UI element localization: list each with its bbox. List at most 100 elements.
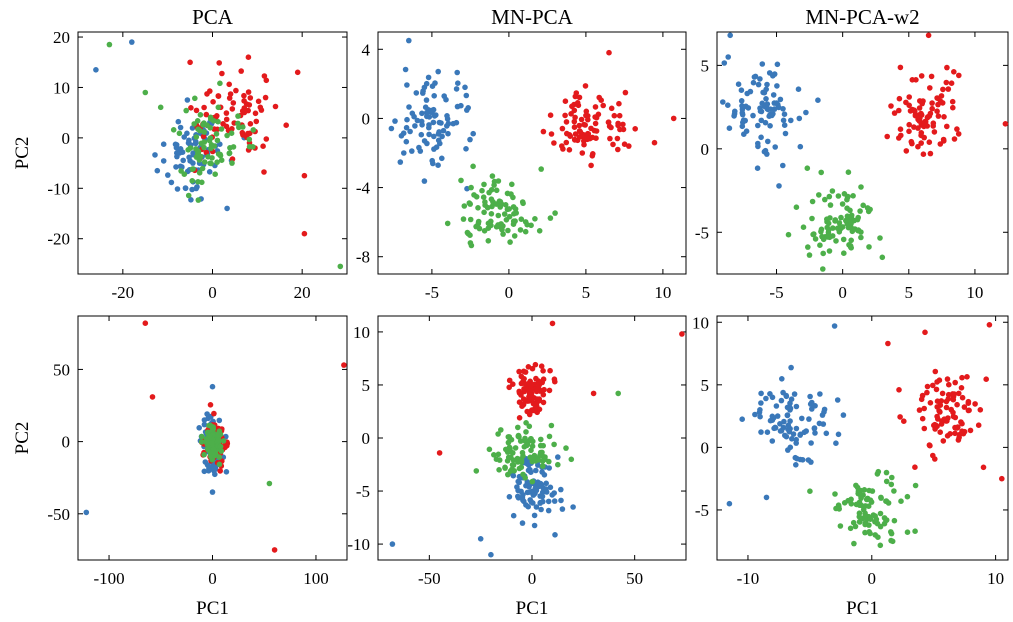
scatter-point-blue — [755, 81, 762, 88]
scatter-point-blue — [168, 179, 175, 186]
scatter-point-green — [206, 137, 213, 144]
scatter-point-blue — [807, 393, 813, 400]
scatter-point-blue — [524, 489, 531, 496]
scatter-point-red — [571, 124, 578, 130]
y-tick-label: -5 — [695, 223, 709, 242]
scatter-point-blue — [190, 160, 196, 166]
scatter-point-blue — [431, 133, 437, 140]
scatter-point-red — [946, 381, 952, 388]
scatter-point-red — [999, 475, 1005, 482]
scatter-point-blue — [160, 141, 167, 147]
scatter-point-blue — [793, 425, 800, 432]
x-tick-label: 5 — [905, 283, 914, 302]
scatter-point-green — [228, 130, 235, 136]
scatter-point-green — [224, 132, 230, 139]
scatter-point-green — [491, 182, 497, 188]
scatter-point-blue — [186, 137, 192, 144]
scatter-point-blue — [769, 438, 776, 444]
scatter-point-green — [877, 510, 884, 517]
scatter-point-blue — [788, 396, 795, 403]
scatter-point-blue — [764, 429, 771, 436]
scatter-point-blue — [752, 411, 758, 418]
scatter-point-red — [541, 386, 547, 393]
scatter-point-green — [208, 142, 215, 148]
scatter-point-red — [576, 128, 583, 134]
scatter-point-green — [523, 420, 529, 426]
scatter-point-red — [253, 118, 260, 125]
scatter-point-green — [201, 139, 208, 145]
scatter-point-blue — [785, 422, 792, 429]
scatter-point-red — [215, 93, 222, 99]
scatter-point-blue — [555, 454, 561, 460]
scatter-point-red — [959, 374, 965, 381]
scatter-point-blue — [209, 383, 216, 390]
scatter-point-green — [229, 160, 235, 166]
scatter-point-green — [806, 252, 813, 258]
scatter-point-green — [215, 432, 221, 439]
scatter-point-blue — [189, 186, 195, 193]
scatter-point-blue — [463, 146, 469, 152]
scatter-point-green — [548, 422, 555, 429]
scatter-point-blue — [160, 158, 167, 164]
scatter-point-red — [937, 402, 944, 409]
scatter-point-red — [943, 398, 950, 405]
scatter-point-green — [215, 437, 222, 443]
scatter-point-red — [936, 408, 942, 414]
scatter-point-blue — [780, 106, 786, 112]
scatter-point-green — [546, 433, 553, 440]
scatter-point-green — [912, 528, 918, 534]
scatter-point-green — [522, 435, 528, 442]
scatter-point-blue — [418, 131, 425, 138]
scatter-point-blue — [175, 118, 182, 125]
scatter-point-red — [959, 420, 965, 427]
scatter-point-blue — [788, 117, 794, 124]
x-tick-label: 0 — [528, 569, 537, 588]
scatter-point-blue — [816, 420, 823, 427]
scatter-point-green — [858, 234, 864, 241]
scatter-point-red — [921, 405, 927, 412]
scatter-point-green — [458, 177, 464, 184]
scatter-point-blue — [403, 138, 410, 145]
scatter-point-green — [473, 194, 480, 200]
scatter-point-blue — [808, 440, 814, 446]
panel-4: -100 0 100 50 0 -50 PC1 PC2 — [12, 315, 348, 619]
scatter-point-red — [933, 386, 940, 393]
scatter-point-green — [499, 226, 505, 233]
scatter-point-blue — [823, 430, 830, 437]
scatter-point-blue — [784, 404, 791, 411]
scatter-point-green — [883, 498, 890, 504]
scatter-point-green — [904, 529, 911, 535]
scatter-point-green — [507, 239, 513, 245]
scatter-point-blue — [188, 197, 194, 203]
scatter-point-blue — [559, 506, 566, 512]
scatter-point-blue — [429, 83, 436, 89]
scatter-point-red — [906, 121, 912, 128]
scatter-point-red — [149, 394, 156, 400]
scatter-point-blue — [540, 498, 546, 505]
scatter-point-green — [266, 480, 273, 487]
scatter-point-blue — [772, 424, 778, 431]
scatter-point-green — [493, 187, 500, 194]
scatter-point-blue — [801, 429, 808, 436]
scatter-point-red — [935, 95, 941, 102]
scatter-point-green — [826, 234, 833, 241]
scatter-point-green — [210, 426, 217, 432]
scatter-point-green — [200, 122, 206, 128]
scatter-point-red — [606, 49, 612, 56]
scatter-point-green — [840, 236, 847, 243]
scatter-point-red — [620, 121, 626, 128]
scatter-point-blue — [789, 436, 795, 442]
scatter-point-red — [948, 80, 955, 86]
scatter-point-green — [524, 442, 530, 449]
scatter-point-blue — [762, 103, 768, 110]
scatter-point-blue — [758, 390, 764, 397]
scatter-point-green — [481, 209, 487, 216]
scatter-point-green — [515, 424, 521, 431]
scatter-point-red — [939, 390, 946, 397]
scatter-point-blue — [527, 466, 533, 473]
scatter-point-red — [301, 230, 308, 237]
scatter-point-blue — [426, 114, 433, 120]
scatter-points — [83, 320, 347, 553]
scatter-point-blue — [757, 413, 763, 420]
scatter-point-red — [211, 410, 217, 417]
